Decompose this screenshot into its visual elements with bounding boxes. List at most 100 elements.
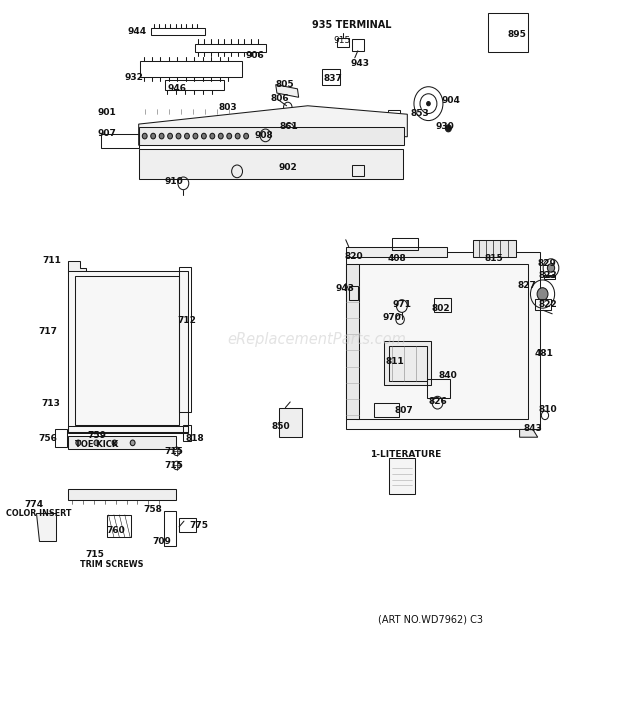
Text: 709: 709: [153, 537, 172, 546]
Bar: [356, 264, 528, 419]
Text: 837: 837: [324, 74, 342, 84]
Circle shape: [94, 440, 99, 445]
Circle shape: [210, 133, 215, 139]
Text: 805: 805: [275, 80, 294, 89]
Text: 943: 943: [351, 59, 370, 68]
Bar: [139, 149, 403, 179]
Text: 861: 861: [279, 122, 298, 132]
Text: 715: 715: [164, 447, 183, 456]
Bar: [107, 515, 131, 537]
Bar: [352, 165, 364, 176]
Bar: [374, 404, 399, 418]
Bar: [75, 276, 179, 425]
Circle shape: [227, 133, 232, 139]
Text: 910: 910: [165, 178, 184, 186]
Text: 711: 711: [42, 256, 61, 266]
Text: 802: 802: [432, 304, 451, 313]
Circle shape: [537, 287, 548, 300]
Text: 853: 853: [410, 109, 430, 118]
Text: 850: 850: [271, 422, 290, 431]
Circle shape: [547, 264, 555, 272]
Text: 712: 712: [177, 316, 197, 326]
Bar: [68, 426, 188, 433]
Bar: [472, 240, 516, 257]
Text: 904: 904: [441, 96, 460, 105]
Bar: [435, 297, 451, 312]
Bar: [280, 408, 303, 438]
Text: 758: 758: [143, 505, 162, 513]
Circle shape: [445, 125, 451, 132]
Text: 756: 756: [38, 434, 57, 443]
Text: 1-LITERATURE: 1-LITERATURE: [370, 450, 441, 459]
Text: 822: 822: [538, 300, 557, 309]
Bar: [349, 285, 358, 299]
Text: 840: 840: [439, 371, 458, 379]
Bar: [352, 40, 364, 51]
Text: 810: 810: [538, 404, 557, 413]
Bar: [389, 346, 427, 381]
Text: 901: 901: [98, 108, 117, 118]
Bar: [68, 489, 175, 500]
Text: (ART NO.WD7962) C3: (ART NO.WD7962) C3: [378, 614, 483, 624]
Circle shape: [143, 133, 147, 139]
Bar: [151, 28, 205, 35]
Text: TRIM SCREWS: TRIM SCREWS: [80, 559, 143, 569]
Text: 932: 932: [125, 73, 143, 82]
Text: 408: 408: [387, 254, 406, 263]
Text: 970: 970: [383, 313, 402, 322]
Bar: [346, 252, 540, 430]
Circle shape: [193, 133, 198, 139]
Text: 823: 823: [538, 270, 557, 280]
Text: 971: 971: [392, 300, 412, 309]
Bar: [179, 518, 196, 532]
Bar: [165, 80, 224, 90]
Bar: [337, 38, 349, 47]
Text: 806: 806: [270, 94, 289, 103]
Text: 895: 895: [508, 30, 526, 39]
Circle shape: [167, 133, 172, 139]
Bar: [164, 510, 176, 546]
Circle shape: [76, 440, 81, 445]
Polygon shape: [68, 261, 86, 273]
Bar: [322, 69, 340, 84]
Circle shape: [176, 133, 181, 139]
Bar: [55, 430, 67, 447]
Text: COLOR INSERT: COLOR INSERT: [6, 509, 72, 518]
Text: eReplacementParts.com: eReplacementParts.com: [228, 332, 406, 348]
Text: 906: 906: [245, 51, 264, 60]
Bar: [535, 299, 551, 310]
Text: 843: 843: [523, 423, 542, 433]
Text: 826: 826: [428, 397, 447, 406]
Bar: [141, 62, 242, 77]
Circle shape: [202, 133, 206, 139]
Bar: [346, 264, 359, 419]
Bar: [139, 127, 404, 145]
Text: 811: 811: [386, 357, 405, 365]
Bar: [179, 267, 191, 412]
Circle shape: [235, 133, 240, 139]
Bar: [384, 341, 432, 385]
Text: 715: 715: [164, 461, 183, 470]
Text: 774: 774: [25, 500, 44, 509]
Circle shape: [159, 133, 164, 139]
Circle shape: [130, 440, 135, 445]
Text: 943: 943: [335, 284, 355, 293]
Circle shape: [185, 133, 189, 139]
Text: 915: 915: [334, 35, 351, 45]
Bar: [346, 247, 447, 257]
Polygon shape: [36, 513, 56, 541]
Text: 820: 820: [345, 252, 363, 261]
Text: 715: 715: [86, 551, 105, 559]
Circle shape: [151, 133, 156, 139]
Text: 902: 902: [278, 164, 297, 172]
Text: 827: 827: [518, 281, 536, 290]
Bar: [544, 275, 555, 279]
Text: 930: 930: [435, 122, 454, 132]
Circle shape: [244, 133, 249, 139]
Bar: [392, 239, 418, 250]
Bar: [389, 458, 415, 493]
Bar: [68, 270, 188, 432]
Text: 481: 481: [534, 350, 553, 358]
Text: 717: 717: [38, 327, 57, 336]
Text: 829: 829: [538, 259, 557, 268]
